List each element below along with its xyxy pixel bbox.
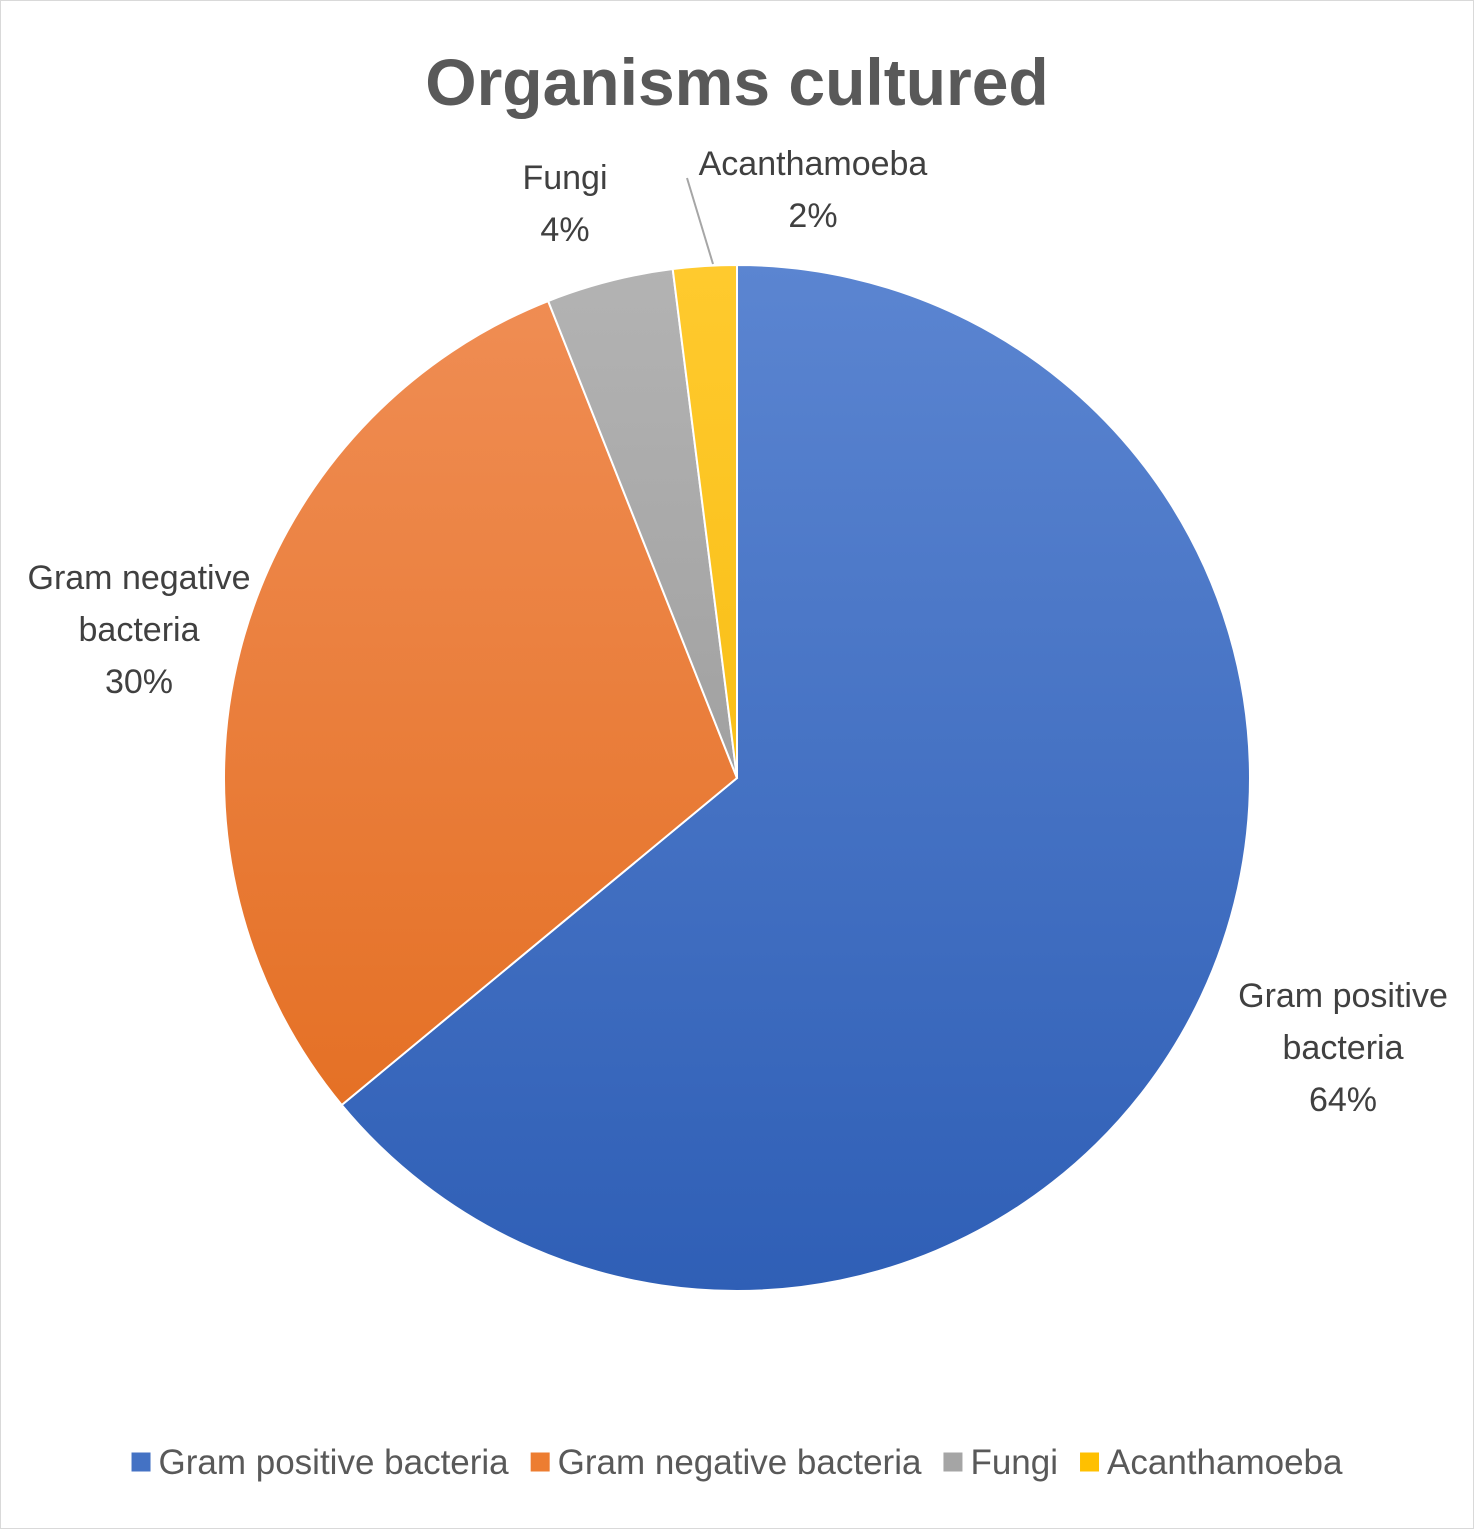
legend-label-gram-negative-bacteria: Gram negative bacteria [558,1443,922,1482]
legend-label-acanthamoeba: Acanthamoeba [1107,1443,1343,1482]
chart-title: Organisms cultured [425,45,1049,119]
pie-slices [222,263,1252,1292]
legend-swatch-gram-negative-bacteria [530,1452,550,1472]
leader-line-acanthamoeba [686,177,714,265]
slice-gram-positive-bacteria [340,263,1252,1292]
legend-label-fungi: Fungi [970,1443,1058,1482]
legend-item-acanthamoeba: Acanthamoeba [1080,1443,1343,1482]
data-label-acanthamoeba: Acanthamoeba 2% [699,145,928,235]
data-labels: Gram positive bacteria 64% Gram negative bac… [28,145,1448,1119]
legend-swatch-acanthamoeba [1080,1452,1100,1472]
legend: Gram positive bacteria Gram negative bact… [131,1443,1343,1482]
slice-acanthamoeba [671,263,738,779]
legend-swatch-gram-positive-bacteria [131,1452,151,1472]
legend-label-gram-positive-bacteria: Gram positive bacteria [159,1443,510,1482]
data-label-fungi: Fungi 4% [522,159,607,249]
slice-gram-negative-bacteria [222,299,739,1107]
leader-lines [686,177,714,265]
data-label-gram-negative-bacteria: Gram negative bacteria 30% [28,559,251,701]
legend-item-fungi: Fungi [943,1443,1058,1482]
legend-swatch-fungi [943,1452,963,1472]
legend-item-gram-positive-bacteria: Gram positive bacteria [131,1443,510,1482]
legend-item-gram-negative-bacteria: Gram negative bacteria [530,1443,922,1482]
data-label-gram-positive-bacteria: Gram positive bacteria 64% [1238,977,1448,1119]
